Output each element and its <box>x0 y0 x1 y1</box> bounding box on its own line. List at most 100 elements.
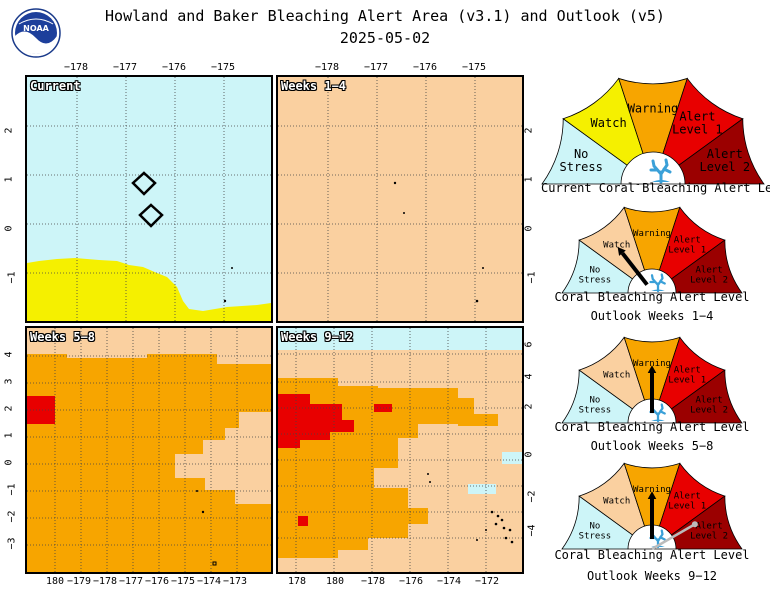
tick-w912-bottom: −174 <box>437 576 462 587</box>
page-date: 2025-05-02 <box>339 29 431 47</box>
gauge-weeks-9-12-caption2: Outlook Weeks 9−12 <box>586 569 718 583</box>
tick-current-top: −177 <box>113 62 138 73</box>
tick-current-top: −175 <box>211 62 236 73</box>
map-panel-weeks-1-4: Weeks 1−4 <box>276 75 524 323</box>
gauge-weeks-5-8-caption: Coral Bleaching Alert Level <box>554 420 750 434</box>
tick-w58-bottom: −179 <box>67 576 92 587</box>
tick-current-left: −1 <box>6 271 18 284</box>
coral-icon <box>649 158 672 184</box>
panel-label-weeks-5-8: Weeks 5−8 <box>30 330 96 344</box>
tick-w912-right: −2 <box>526 490 538 503</box>
tick-w58-left: −1 <box>6 483 18 496</box>
tick-w912-right: 6 <box>523 341 535 348</box>
tick-w912-bottom: −176 <box>399 576 424 587</box>
map-weeks-9-12 <box>278 328 522 572</box>
gauge-needle-secondary <box>651 523 696 550</box>
gauge-label-alert2: Level 2 <box>690 531 728 541</box>
gauge-label-no_stress: No <box>590 395 601 405</box>
tick-w912-right: 2 <box>523 403 535 410</box>
tick-w58-left: 2 <box>3 405 15 412</box>
noaa-logo: NOAA <box>11 8 61 58</box>
tick-w58-bottom: −175 <box>171 576 196 587</box>
tick-w58-bottom: −174 <box>197 576 222 587</box>
panel-label-current: Current <box>30 79 81 93</box>
tick-w14-top: −178 <box>315 62 340 73</box>
gauge-label-no_stress: No <box>590 265 601 275</box>
tick-w58-left: −3 <box>6 537 18 550</box>
map-panel-weeks-5-8: Weeks 5−8 <box>25 326 273 574</box>
gauge-label-alert2: Alert <box>696 521 723 531</box>
gauge-label-alert1: Alert <box>679 109 715 123</box>
tick-w912-right: 4 <box>523 373 535 380</box>
gauge-weeks-5-8-caption2: Outlook Weeks 5−8 <box>590 439 714 453</box>
gauge-label-no_stress: No <box>574 147 588 161</box>
coral-icon <box>649 273 666 293</box>
panel-label-weeks-1-4: Weeks 1−4 <box>281 79 347 93</box>
no-stress-area-top <box>278 328 522 350</box>
gauge-label-alert2: Level 2 <box>690 405 728 415</box>
map-panel-weeks-9-12: Weeks 9−12 <box>276 326 524 574</box>
gauge-label-warning: Warning <box>633 485 671 495</box>
gauge-label-warning: Warning <box>633 229 671 239</box>
tick-w912-right: −4 <box>526 524 538 537</box>
map-weeks-5-8 <box>27 328 271 572</box>
tick-w14-top: −176 <box>413 62 438 73</box>
gauge-label-alert2: Level 2 <box>700 160 751 174</box>
tick-w58-left: 4 <box>3 351 15 358</box>
gauge-label-alert2: Alert <box>707 147 743 161</box>
gauge-label-no_stress: Stress <box>560 160 603 174</box>
gauge-label-alert1: Level 1 <box>672 122 723 136</box>
tick-w58-bottom: −176 <box>145 576 170 587</box>
gauge-needle-head <box>647 365 657 373</box>
tick-w58-bottom: −173 <box>223 576 248 587</box>
gauge-label-watch: Watch <box>591 116 627 130</box>
alert-level-1-area <box>278 394 354 448</box>
map-weeks-1-4 <box>278 77 522 321</box>
gauge-label-alert2: Level 2 <box>690 275 728 285</box>
gauge-weeks-1-4-caption: Coral Bleaching Alert Level <box>554 290 750 304</box>
map-panel-current: Current <box>25 75 273 323</box>
tick-w912-right: 0 <box>523 451 535 458</box>
gauge-label-watch: Watch <box>603 496 630 506</box>
watch-area <box>278 77 522 321</box>
tick-current-top: −176 <box>162 62 187 73</box>
gauge-label-no_stress: No <box>590 521 601 531</box>
tick-w912-bottom: −172 <box>475 576 500 587</box>
tick-current-left: 0 <box>3 225 15 232</box>
gauge-label-alert1: Level 1 <box>668 375 706 385</box>
tick-w58-bottom: 180 <box>46 576 65 587</box>
panel-label-weeks-9-12: Weeks 9−12 <box>281 330 354 344</box>
gauge-weeks-9-12-caption: Coral Bleaching Alert Level <box>554 548 750 562</box>
alert-level-1-area <box>27 396 55 424</box>
gauge-label-alert2: Alert <box>696 395 723 405</box>
tick-w58-left: 1 <box>3 432 15 439</box>
tick-w58-left: −2 <box>6 510 18 523</box>
map-current <box>27 77 271 321</box>
gauge-hub <box>620 151 686 185</box>
tick-w14-right: −1 <box>526 271 538 284</box>
gauge-label-warning: Warning <box>633 359 671 369</box>
tick-current-top: −178 <box>64 62 89 73</box>
tick-w58-left: 0 <box>3 459 15 466</box>
watch-area-yellow <box>27 258 271 321</box>
gauge-label-alert2: Alert <box>696 265 723 275</box>
tick-w14-top: −177 <box>364 62 389 73</box>
watch-area-top <box>27 328 271 364</box>
gauge-label-alert1: Alert <box>674 491 701 501</box>
tick-w58-left: 3 <box>3 378 15 385</box>
gauge-weeks-1-4-caption2: Outlook Weeks 1−4 <box>590 309 714 323</box>
gauge-label-no_stress: Stress <box>579 531 612 541</box>
tick-current-left: 2 <box>3 127 15 134</box>
tick-w14-right: 0 <box>523 225 535 232</box>
tick-w14-right: 2 <box>523 127 535 134</box>
tick-w912-bottom: 178 <box>288 576 307 587</box>
gauge-label-no_stress: Stress <box>579 405 612 415</box>
page-title: Howland and Baker Bleaching Alert Area (… <box>105 7 665 25</box>
alert-outline-howland <box>131 171 157 196</box>
watch-area-right <box>175 412 271 504</box>
gauge-label-no_stress: Stress <box>579 275 612 285</box>
